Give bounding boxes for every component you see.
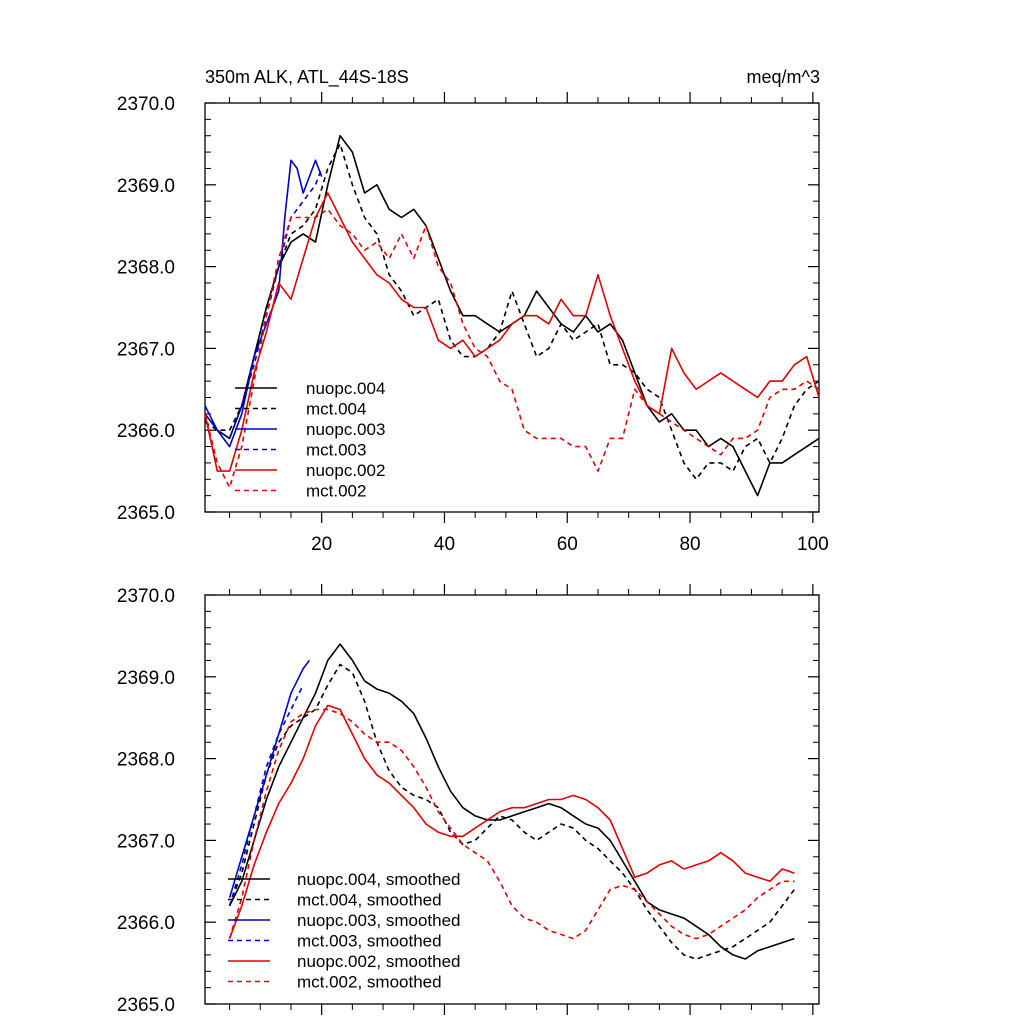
plot-frame	[204, 594, 820, 1005]
series-lines	[228, 643, 796, 960]
y-tick-label: 2369.0	[117, 176, 175, 197]
y-tick-label: 2365.0	[117, 503, 175, 524]
y-tick-label: 2367.0	[117, 339, 175, 360]
legend-label: nuopc.004	[306, 379, 385, 398]
y-tick-label: 2368.0	[117, 258, 175, 279]
y-tick-label: 2368.0	[117, 750, 175, 771]
x-tick-label: 100	[797, 534, 829, 555]
series-line-mct-002	[204, 208, 820, 489]
raw-panel: 350m ALK, ATL_44S-18S meq/m^3 20 40 60 80 10…	[117, 67, 829, 555]
y-tick-label: 2370.0	[117, 586, 175, 607]
legend-label: nuopc.003, smoothed	[297, 911, 461, 930]
y-tick-label: 2366.0	[117, 913, 175, 934]
legend-label: nuopc.002, smoothed	[297, 952, 461, 971]
x-tick-label: 80	[679, 534, 700, 555]
axes: 20 40 60 80 100 2365.0 2366.0 2367.0 2368.0 2369.…	[117, 92, 829, 555]
legend-label: mct.003, smoothed	[297, 932, 442, 951]
series-line-mct-004	[204, 143, 820, 481]
panel-title-right: meq/m^3	[747, 67, 820, 87]
series-line-mct-003-smoothed	[228, 684, 304, 907]
x-tick-label: 20	[311, 534, 332, 555]
series-line-nuopc-002-smoothed	[228, 704, 795, 939]
axes: 2365.0 2366.0 2367.0 2368.0 2369.0 2370.0	[117, 584, 819, 1016]
y-tick-label: 2366.0	[117, 421, 175, 442]
series-line-nuopc-004	[204, 134, 820, 497]
series-line-mct-004-smoothed	[228, 663, 796, 960]
legend-label: nuopc.004, smoothed	[297, 870, 461, 889]
x-tick-label: 40	[434, 534, 455, 555]
legend-label: nuopc.002	[306, 461, 385, 480]
legend-label: mct.004, smoothed	[297, 891, 442, 910]
series-line-nuopc-004-smoothed	[228, 643, 795, 960]
legend-label: nuopc.003	[306, 420, 385, 439]
series-line-mct-002-smoothed	[228, 708, 795, 940]
legend-label: mct.004	[306, 400, 366, 419]
y-tick-label: 2365.0	[117, 995, 175, 1016]
plot-frame	[204, 102, 820, 513]
panel-title-left: 350m ALK, ATL_44S-18S	[205, 67, 409, 88]
series-line-nuopc-002	[204, 192, 820, 472]
y-tick-label: 2369.0	[117, 668, 175, 689]
legend-label: mct.002, smoothed	[297, 973, 442, 992]
y-tick-label: 2367.0	[117, 831, 175, 852]
y-tick-label: 2370.0	[117, 94, 175, 115]
legend-label: mct.003	[306, 441, 366, 460]
series-lines	[204, 134, 820, 497]
series-line-nuopc-003	[204, 159, 323, 448]
series-line-mct-003	[204, 168, 323, 440]
smoothed-panel: 2365.0 2366.0 2367.0 2368.0 2369.0 2370.0 nuo…	[117, 584, 820, 1016]
series-line-nuopc-003-smoothed	[228, 659, 311, 898]
legend-label: mct.002	[306, 482, 366, 501]
x-tick-label: 60	[557, 534, 578, 555]
